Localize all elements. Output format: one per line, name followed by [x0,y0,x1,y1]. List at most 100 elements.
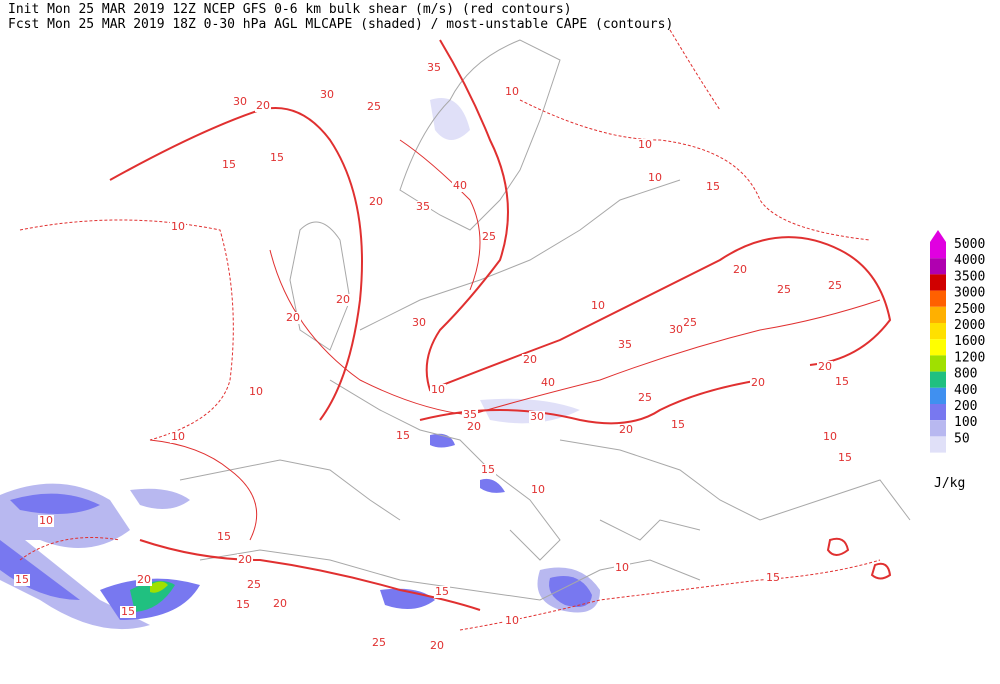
label-bg [368,196,384,208]
contour-label: 20 [238,553,252,566]
contour-label: 25 [372,636,386,649]
legend-label: 5000 [954,237,985,252]
label-bg [817,361,833,373]
contour-label: 20 [523,353,537,366]
label-bg [705,181,721,193]
contour-label: 20 [467,420,481,433]
legend-swatch [930,387,946,404]
contour-label: 15 [481,463,495,476]
contour-label: 20 [369,195,383,208]
contour-label: 30 [320,88,334,101]
contour-label: 20 [273,597,287,610]
label-bg [822,431,838,443]
label-bg [255,100,271,112]
label-bg [366,101,382,113]
contour-label: 30 [669,323,683,336]
contour-label: 25 [638,391,652,404]
contour-label: 15 [435,585,449,598]
label-bg [529,411,545,423]
label-bg [452,180,468,192]
legend-swatch [930,323,946,340]
legend-label: 1600 [954,334,985,349]
contour-label: 25 [777,283,791,296]
label-bg [481,231,497,243]
contour-label: 20 [336,293,350,306]
contour-label: 20 [137,573,151,586]
contour-label: 25 [683,316,697,329]
label-bg [335,294,351,306]
contour-label: 20 [256,99,270,112]
legend-arrow [930,230,946,242]
legend-label: 3500 [954,269,985,284]
legend-label: 2500 [954,302,985,317]
contour-label: 40 [541,376,555,389]
contour-label: 25 [482,230,496,243]
contour-label: 20 [733,263,747,276]
label-bg [426,62,442,74]
contour-label: 20 [751,376,765,389]
contour-label: 30 [233,95,247,108]
legend-swatch [930,242,946,259]
contour-label: 20 [619,423,633,436]
label-bg [120,606,136,618]
label-bg [246,579,262,591]
legend-swatch [930,290,946,307]
label-bg [668,324,684,336]
legend-swatch [930,258,946,275]
label-bg [462,409,478,421]
contour-label: 10 [505,614,519,627]
contour-label: 10 [823,430,837,443]
contour-label: 10 [648,171,662,184]
contour-label: 10 [171,220,185,233]
contour-label: 10 [431,383,445,396]
label-bg [285,312,301,324]
legend-swatch [930,420,946,437]
label-bg [647,172,663,184]
label-bg [618,424,634,436]
label-bg [14,574,30,586]
contour-label: 15 [217,530,231,543]
legend-swatch [930,404,946,421]
legend-swatch [930,274,946,291]
contour-label: 20 [286,311,300,324]
label-bg [371,637,387,649]
header-line: Fcst Mon 25 MAR 2019 18Z 0-30 hPa AGL ML… [8,17,673,32]
label-bg [170,431,186,443]
cape-shading [0,98,600,630]
contour-label: 10 [591,299,605,312]
label-bg [269,152,285,164]
label-bg [232,96,248,108]
contour-label: 20 [430,639,444,652]
contour-label: 25 [367,100,381,113]
legend-swatch [930,436,946,453]
label-bg [732,264,748,276]
contour-label: 35 [463,408,477,421]
label-bg [776,284,792,296]
contour-label: 15 [838,451,852,464]
contour-label: 10 [39,514,53,527]
label-bg [637,139,653,151]
contour-label: 15 [671,418,685,431]
label-bg [522,354,538,366]
label-bg [216,531,232,543]
label-bg [530,484,546,496]
contour-label: 10 [615,561,629,574]
contour-label: 35 [427,61,441,74]
label-bg [834,376,850,388]
contour-label: 20 [818,360,832,373]
contour-label: 30 [412,316,426,329]
contour-label: 10 [638,138,652,151]
label-bg [504,615,520,627]
label-bg [765,572,781,584]
contour-label: 15 [835,375,849,388]
coastlines [179,39,911,601]
contour-label: 10 [531,483,545,496]
contour-label: 25 [247,578,261,591]
label-bg [617,339,633,351]
label-bg [136,574,152,586]
legend-swatch [930,355,946,372]
legend-label: 50 [954,431,970,446]
label-bg [750,377,766,389]
